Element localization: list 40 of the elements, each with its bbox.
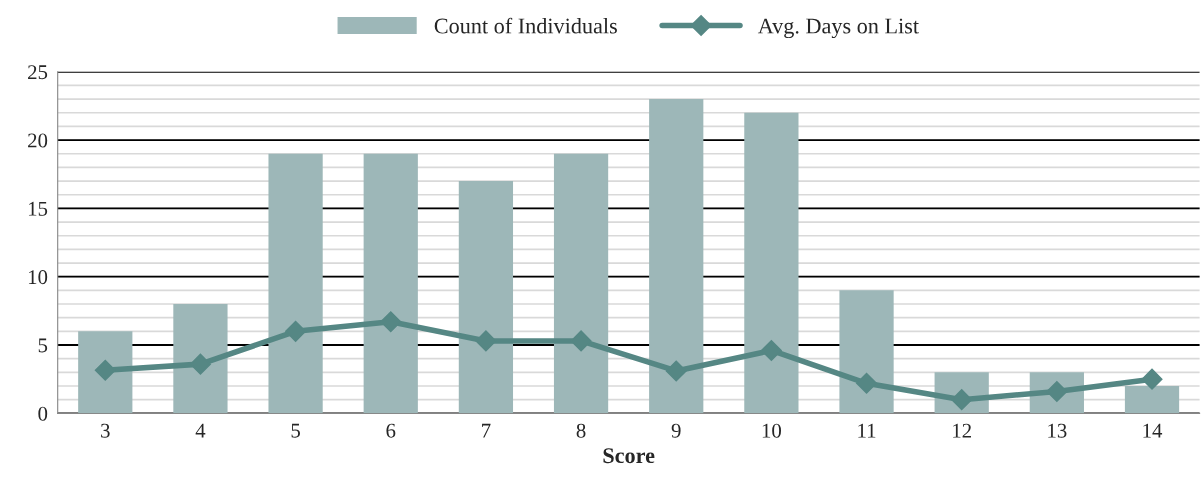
bar [173, 304, 228, 414]
y-tick-label: 10 [28, 270, 48, 285]
x-tick-label: 7 [482, 423, 491, 438]
bar [363, 153, 418, 414]
x-tick-label: 11 [858, 423, 876, 438]
y-tick-label: 15 [28, 201, 48, 216]
x-tick-label: 9 [671, 423, 681, 438]
bar [649, 99, 704, 414]
x-tick-label: 5 [291, 423, 300, 438]
bar [268, 153, 323, 414]
point [475, 330, 497, 352]
x-tick-label: 3 [101, 423, 110, 438]
point [380, 311, 402, 333]
x-tick-label: 14 [1143, 423, 1163, 438]
x-tick-label: 6 [386, 423, 396, 438]
legend-label: Count of Individuals [434, 17, 617, 34]
point [856, 372, 878, 394]
x-tick-label: 8 [576, 423, 586, 438]
y-tick-label: 5 [38, 338, 48, 353]
point [1141, 368, 1163, 390]
point [665, 360, 687, 382]
point [189, 353, 211, 375]
y-tick-label: 0 [38, 406, 48, 421]
point [285, 320, 307, 342]
x-tick-label: 12 [953, 423, 971, 438]
y-tick-label: 20 [28, 133, 48, 148]
x-tick-label: 4 [195, 423, 206, 438]
x-tick-label: 13 [1048, 423, 1067, 438]
point [760, 339, 782, 361]
point [570, 330, 592, 352]
bar [458, 181, 514, 414]
bar [839, 290, 894, 414]
x-tick-label: 10 [762, 423, 782, 438]
bar [1124, 386, 1180, 414]
bar [78, 331, 133, 414]
bar [744, 112, 799, 414]
y-tick-label: 25 [28, 65, 48, 80]
x-axis-title: Score [603, 448, 655, 464]
bar [553, 153, 609, 414]
legend-label: Avg. Days on List [757, 18, 919, 39]
